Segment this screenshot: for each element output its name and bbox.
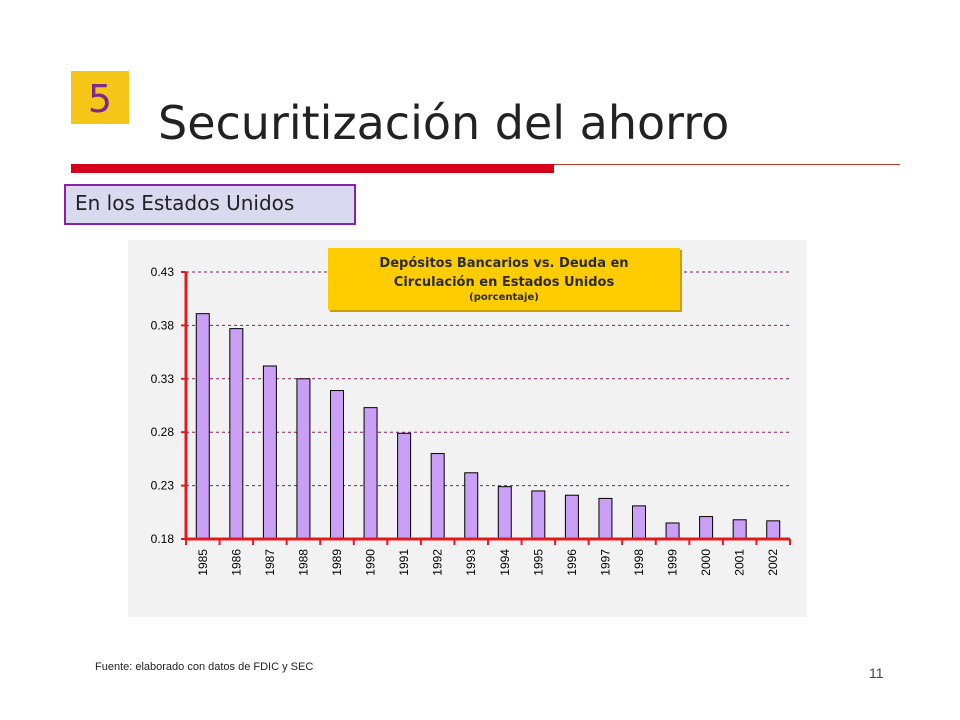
x-tick-label: 1995 — [531, 549, 545, 576]
bar — [464, 472, 479, 540]
page-title: Securitización del ahorro — [158, 96, 730, 150]
y-tick-label: 0.38 — [151, 318, 175, 332]
source-note: Fuente: elaborado con datos de FDIC y SE… — [95, 661, 314, 673]
x-tick-label: 1996 — [565, 549, 579, 576]
chart-title-line-2: Circulación en Estados Unidos — [393, 275, 615, 290]
subtitle-box — [64, 184, 356, 225]
bar — [531, 490, 546, 540]
page-number: 11 — [869, 665, 884, 681]
bar — [363, 407, 378, 540]
x-tick-label: 1985 — [196, 549, 210, 576]
chart-title-line-1: Depósitos Bancarios vs. Deuda en — [379, 256, 629, 271]
chart-title-box: Depósitos Bancarios vs. Deuda en Circula… — [328, 248, 680, 310]
bar — [766, 520, 781, 540]
bar — [564, 494, 579, 540]
bar — [598, 497, 613, 540]
y-tick-label: 0.23 — [151, 479, 175, 493]
bar-chart: 0.43 0.38 0.33 0.28 0.23 0.18 1985 1986 1987 1988… — [151, 265, 791, 576]
x-tick-label: 1993 — [464, 549, 478, 576]
x-tick-label: 2002 — [766, 549, 780, 576]
slide-number: 5 — [87, 77, 113, 121]
x-tick-label: 2001 — [733, 549, 747, 576]
chart-title-sub: (porcentaje) — [469, 292, 539, 303]
bar — [195, 313, 210, 540]
x-tick-label: 1989 — [330, 549, 344, 576]
subtitle: En los Estados Unidos — [75, 191, 295, 215]
x-tick-label: 1998 — [632, 549, 646, 576]
x-tick-label: 1991 — [397, 549, 411, 576]
bar — [229, 328, 244, 540]
x-tick-label: 1997 — [598, 549, 612, 576]
bar — [732, 519, 747, 540]
y-tick-label: 0.18 — [151, 532, 175, 546]
bar — [632, 505, 646, 540]
bar — [296, 378, 311, 540]
y-tick-label: 0.33 — [151, 372, 175, 386]
x-tick-label: 1988 — [296, 549, 310, 576]
x-tick-label: 1994 — [498, 549, 512, 576]
x-tick-label: 1987 — [263, 549, 277, 576]
x-tick-label: 1986 — [229, 549, 243, 576]
x-tick-label: 1999 — [666, 549, 680, 576]
x-tick-label: 2000 — [699, 549, 713, 576]
slide-number-box — [71, 71, 129, 124]
bar — [330, 390, 344, 540]
bar — [430, 453, 445, 540]
bar — [497, 486, 512, 540]
bar — [699, 516, 714, 540]
y-tick-label: 0.43 — [151, 265, 175, 279]
bar — [262, 365, 277, 540]
title-rule-thick — [71, 164, 554, 173]
x-tick-label: 1990 — [364, 549, 378, 576]
bar — [665, 522, 680, 540]
x-tick-label: 1992 — [431, 549, 445, 576]
bar — [397, 432, 412, 540]
y-tick-label: 0.28 — [151, 425, 175, 439]
